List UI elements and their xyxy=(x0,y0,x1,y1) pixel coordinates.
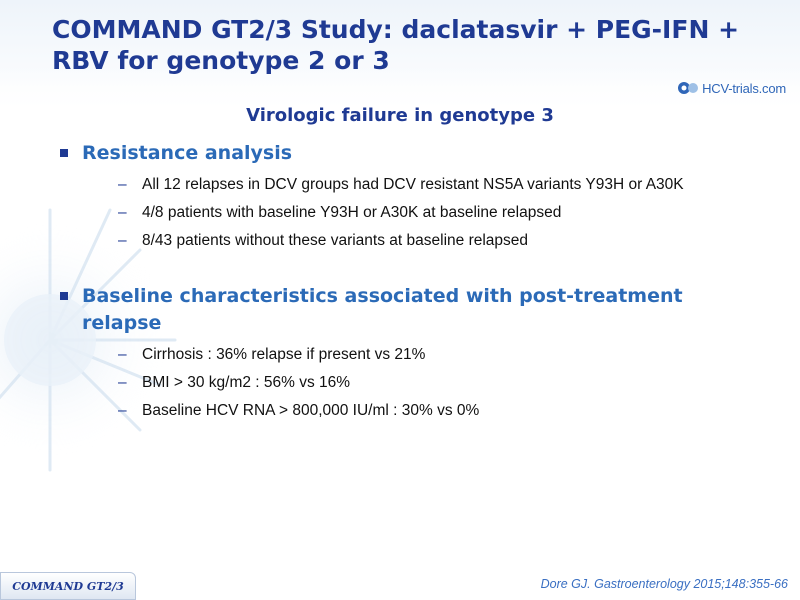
header-band xyxy=(0,0,800,86)
dash-icon: – xyxy=(118,402,127,419)
section-resistance: Resistance analysis – All 12 relapses in … xyxy=(60,140,760,250)
dash-icon: – xyxy=(118,374,127,391)
hcv-trials-logo: HCV-trials.com xyxy=(676,78,786,98)
list-item: –8/43 patients without these variants at… xyxy=(118,232,529,249)
dash-icon: – xyxy=(118,176,127,193)
section-items: – All 12 relapses in DCV groups had DCV r… xyxy=(82,175,760,250)
bullet-square-icon xyxy=(60,292,68,300)
virus-background-art xyxy=(0,208,177,472)
dash-icon: – xyxy=(118,346,127,363)
slide-subtitle: Virologic failure in genotype 3 xyxy=(246,105,554,126)
list-item: – All 12 relapses in DCV groups had DCV r… xyxy=(118,176,684,193)
dash-icon: – xyxy=(118,204,127,221)
bullet-square-icon xyxy=(60,149,68,157)
logo-mark-icon xyxy=(678,82,699,94)
citation: Dore GJ. Gastroenterology 2015;148:355-6… xyxy=(540,577,788,591)
slide-title: COMMAND GT2/3 Study: daclatasvir + PEG-I… xyxy=(52,15,740,75)
list-item: –4/8 patients with baseline Y93H or A30K… xyxy=(118,204,562,221)
dash-icon: – xyxy=(118,232,127,249)
footer-study-tab: COMMAND GT2/3 xyxy=(0,572,136,600)
list-item: – Cirrhosis : 36% relapse if present vs 2… xyxy=(118,346,426,363)
logo-text: HCV-trials.com xyxy=(702,80,786,96)
section-heading: Baseline characteristics associated with… xyxy=(82,285,683,334)
content-area: Resistance analysis – All 12 relapses in … xyxy=(60,140,760,429)
list-item: – BMI > 30 kg/m2 : 56% vs 16% xyxy=(118,374,351,391)
list-item: – Baseline HCV RNA > 800,000 IU/ml : 30% … xyxy=(118,402,480,419)
footer-tab-label: COMMAND GT2/3 xyxy=(12,579,124,593)
section-baseline: Baseline characteristics associated with… xyxy=(60,283,760,420)
section-heading: Resistance analysis xyxy=(82,142,293,164)
section-items: – Cirrhosis : 36% relapse if present vs 2… xyxy=(82,345,760,420)
